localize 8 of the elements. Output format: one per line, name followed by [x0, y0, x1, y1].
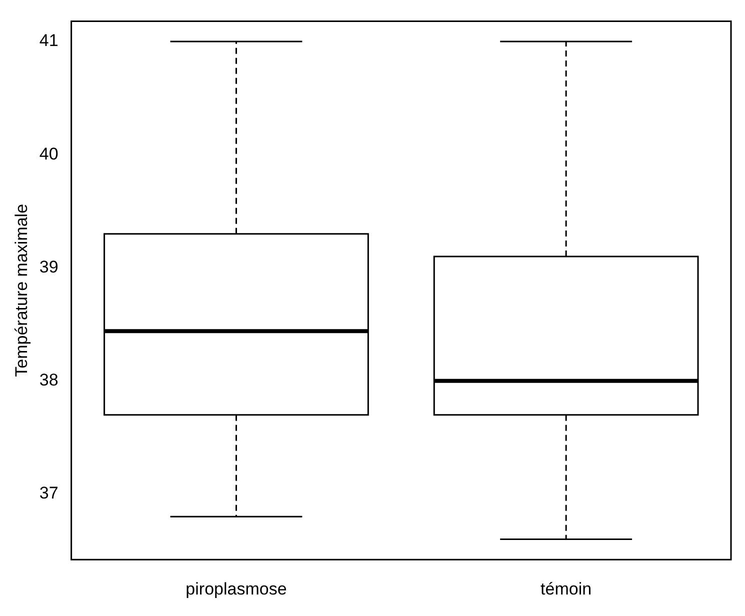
y-tick-label: 41: [39, 31, 58, 50]
y-axis-title: Température maximale: [12, 204, 31, 377]
y-tick-label: 40: [39, 144, 58, 164]
y-tick-label: 37: [39, 484, 58, 503]
y-tick-label: 39: [39, 257, 58, 276]
x-tick-label: témoin: [540, 579, 592, 598]
y-tick-label: 38: [39, 370, 58, 390]
x-tick-label: piroplasmose: [186, 579, 287, 598]
